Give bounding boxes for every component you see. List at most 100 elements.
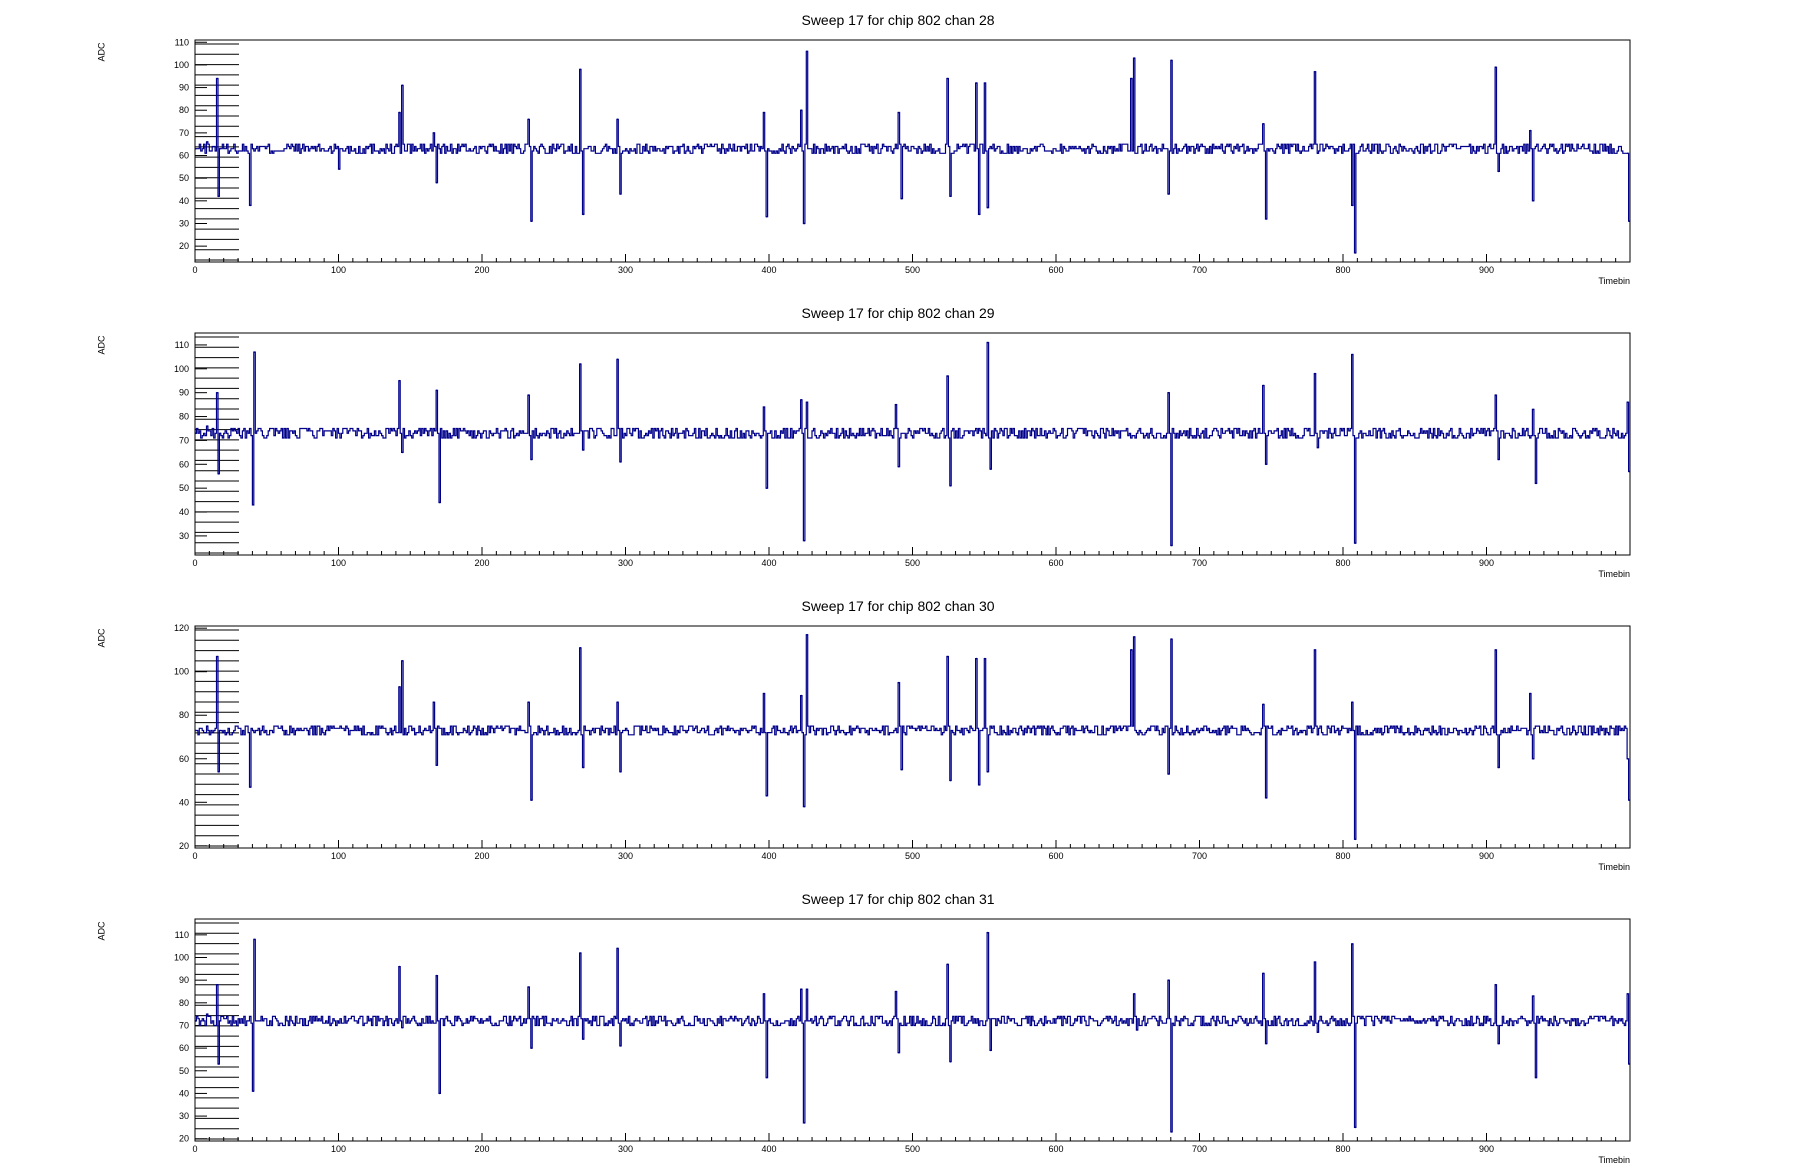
x-tick-label: 500 bbox=[905, 851, 920, 861]
x-tick-label: 500 bbox=[905, 265, 920, 275]
data-point bbox=[206, 425, 208, 427]
data-point bbox=[579, 952, 582, 954]
data-point bbox=[582, 766, 584, 769]
data-point bbox=[249, 204, 251, 207]
data-point bbox=[1628, 470, 1631, 473]
x-tick-label: 800 bbox=[1335, 558, 1350, 568]
data-point bbox=[401, 1026, 404, 1029]
data-point bbox=[1265, 463, 1267, 466]
data-point bbox=[1532, 995, 1534, 997]
data-point bbox=[398, 965, 401, 968]
chart-panel-chan-30: Sweep 17 for chip 802 chan 30 ADC 20 40 60… bbox=[0, 586, 1796, 879]
data-point bbox=[616, 118, 619, 121]
data-point bbox=[766, 795, 768, 797]
x-tick-label: 400 bbox=[761, 265, 776, 275]
chart-panel-chan-31: Sweep 17 for chip 802 chan 31 ADC 20 30 40… bbox=[0, 879, 1796, 1172]
data-point bbox=[1262, 703, 1265, 706]
data-point bbox=[766, 487, 768, 489]
data-point bbox=[1354, 252, 1356, 254]
chart-panel-chan-28: Sweep 17 for chip 802 chan 28 ADC 20 30 40… bbox=[0, 0, 1796, 293]
data-point bbox=[249, 786, 251, 788]
data-point bbox=[1351, 353, 1354, 356]
y-tick-label: 50 bbox=[179, 173, 189, 183]
y-tick-label: 80 bbox=[179, 710, 189, 720]
x-tick-label: 900 bbox=[1479, 265, 1494, 275]
data-point bbox=[433, 132, 435, 134]
x-tick-label: 800 bbox=[1335, 265, 1350, 275]
x-tick-label: 0 bbox=[192, 1144, 197, 1154]
data-point bbox=[1351, 701, 1354, 703]
data-point bbox=[1497, 766, 1500, 769]
data-point bbox=[1133, 993, 1135, 995]
y-tick-label: 30 bbox=[179, 218, 189, 228]
data-point bbox=[946, 77, 949, 80]
plot-frame bbox=[194, 625, 1631, 849]
data-point bbox=[219, 147, 221, 150]
data-point bbox=[987, 771, 989, 773]
data-point bbox=[527, 394, 530, 396]
x-tick-label: 900 bbox=[1479, 851, 1494, 861]
x-tick-label: 600 bbox=[1048, 265, 1063, 275]
x-tick-label: 100 bbox=[331, 265, 346, 275]
data-point bbox=[579, 647, 582, 649]
data-point bbox=[194, 1020, 197, 1022]
data-point bbox=[984, 657, 986, 660]
y-tick-label: 60 bbox=[179, 151, 189, 161]
data-point bbox=[401, 451, 404, 454]
y-tick-label: 50 bbox=[179, 1066, 189, 1076]
data-point bbox=[398, 379, 401, 382]
data-point bbox=[989, 468, 992, 470]
data-point bbox=[946, 375, 949, 377]
plot-area: 30 40 50 60 70 80 90 100 110 0 100 200 300 400 500 600 7… bbox=[174, 332, 1631, 579]
data-point bbox=[975, 82, 978, 84]
data-point bbox=[1262, 384, 1265, 387]
data-point bbox=[1532, 758, 1534, 760]
data-point bbox=[1627, 993, 1629, 995]
data-point bbox=[766, 215, 768, 218]
y-tick-label: 90 bbox=[179, 83, 189, 93]
data-point bbox=[619, 193, 622, 195]
data-point bbox=[252, 729, 254, 732]
data-point bbox=[206, 725, 208, 727]
data-point bbox=[1167, 773, 1170, 775]
data-point bbox=[217, 473, 220, 475]
series-line bbox=[195, 341, 1630, 547]
data-point bbox=[900, 768, 903, 771]
data-point bbox=[978, 784, 980, 786]
data-point bbox=[1529, 129, 1532, 132]
x-tick-label: 0 bbox=[192, 558, 197, 568]
data-point bbox=[975, 657, 978, 660]
y-tick-label: 100 bbox=[174, 953, 189, 963]
data-point bbox=[1497, 1042, 1500, 1045]
y-tick-label: 110 bbox=[175, 930, 189, 940]
data-point bbox=[800, 399, 803, 401]
data-point bbox=[1628, 220, 1631, 222]
plot-area: 20 30 40 50 60 70 80 90 100 110 0 100 200 300 400 500 60… bbox=[174, 37, 1631, 286]
data-point bbox=[1314, 961, 1316, 963]
data-point bbox=[803, 1122, 805, 1124]
data-point bbox=[1351, 943, 1354, 945]
x-tick-label: 200 bbox=[474, 265, 489, 275]
data-point bbox=[530, 1047, 533, 1049]
series-line bbox=[195, 50, 1630, 254]
data-point bbox=[1262, 123, 1265, 125]
data-point bbox=[763, 406, 765, 408]
data-point bbox=[206, 141, 208, 143]
x-axis-label: Timebin bbox=[1598, 1155, 1630, 1165]
data-point bbox=[616, 358, 619, 361]
y-tick-label: 40 bbox=[179, 196, 189, 206]
data-point bbox=[987, 341, 989, 344]
x-tick-label: 0 bbox=[192, 851, 197, 861]
data-point bbox=[806, 633, 808, 636]
data-point bbox=[1317, 446, 1319, 449]
plot-frame bbox=[194, 332, 1631, 556]
x-tick-label: 0 bbox=[192, 265, 197, 275]
chart-title: Sweep 17 for chip 802 chan 29 bbox=[801, 305, 995, 321]
y-tick-label: 40 bbox=[179, 797, 189, 807]
x-tick-label: 100 bbox=[331, 558, 346, 568]
plot-area: 20 40 60 80 100 120 0 100 200 300 400 500 600 700 800 9… bbox=[174, 623, 1631, 872]
data-point bbox=[582, 213, 584, 216]
y-tick-label: 90 bbox=[179, 388, 189, 398]
data-point bbox=[803, 539, 805, 542]
